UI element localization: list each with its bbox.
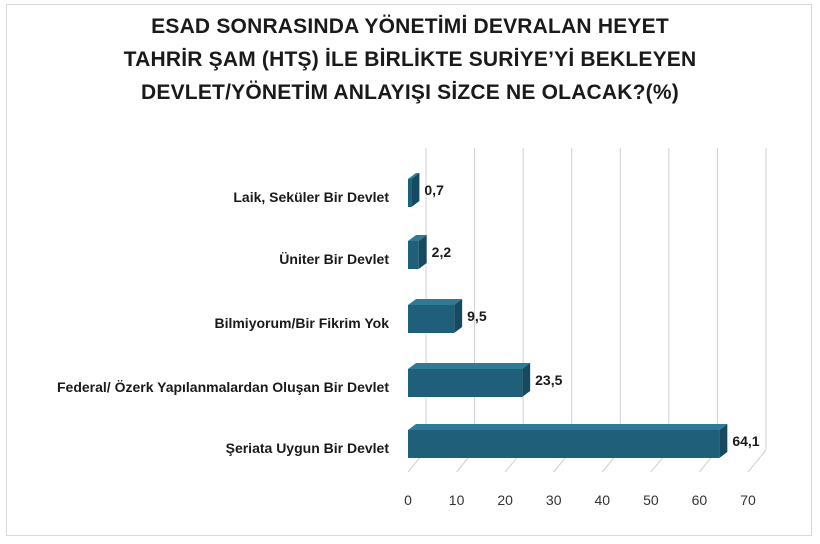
bar	[408, 369, 523, 397]
data-label: 2,2	[432, 244, 452, 260]
x-tick-label: 60	[692, 492, 708, 508]
bar-top-face	[408, 424, 728, 430]
x-tick-label: 70	[740, 492, 756, 508]
category-label: Laik, Seküler Bir Devlet	[233, 189, 389, 205]
bar-top-face	[408, 363, 531, 369]
bar-top-face	[408, 173, 420, 179]
category-label: Üniter Bir Devlet	[279, 251, 389, 267]
x-tick-label: 20	[497, 492, 513, 508]
category-label: Federal/ Özerk Yapılanmalardan Oluşan Bi…	[57, 379, 389, 395]
x-tick-label: 40	[594, 492, 610, 508]
title-line-2: TAHRİR ŞAM (HTŞ) İLE BİRLİKTE SURİYE’Yİ …	[123, 48, 697, 71]
bar-side-face	[411, 173, 420, 207]
x-tick-label: 0	[404, 492, 412, 508]
bar-top-face	[408, 299, 463, 305]
x-tick-label: 30	[546, 492, 562, 508]
title-line-3: DEVLET/YÖNETİM ANLAYIŞI SİZCE NE OLACAK?…	[141, 81, 679, 104]
chart-title: ESAD SONRASINDA YÖNETİMİ DEVRALAN HEYET …	[0, 10, 820, 109]
category-label: Bilmiyorum/Bir Fikrim Yok	[214, 315, 389, 331]
bar	[408, 241, 419, 269]
data-label: 23,5	[535, 372, 562, 388]
bar-top-face	[408, 235, 427, 241]
bar-side-face	[418, 235, 427, 269]
x-tick-label: 10	[449, 492, 465, 508]
data-label: 64,1	[732, 433, 759, 449]
category-label: Şeriata Uygun Bir Devlet	[226, 440, 390, 456]
data-label: 9,5	[467, 308, 487, 324]
bar	[408, 179, 412, 207]
bar	[408, 305, 455, 333]
bar-side-face	[454, 299, 463, 333]
gridline-floor	[747, 449, 767, 473]
bar-side-face	[719, 424, 728, 458]
title-line-1: ESAD SONRASINDA YÖNETİMİ DEVRALAN HEYET	[151, 15, 669, 38]
bar	[408, 430, 720, 458]
bar-side-face	[522, 363, 531, 397]
data-label: 0,7	[424, 182, 444, 198]
x-tick-label: 50	[643, 492, 659, 508]
